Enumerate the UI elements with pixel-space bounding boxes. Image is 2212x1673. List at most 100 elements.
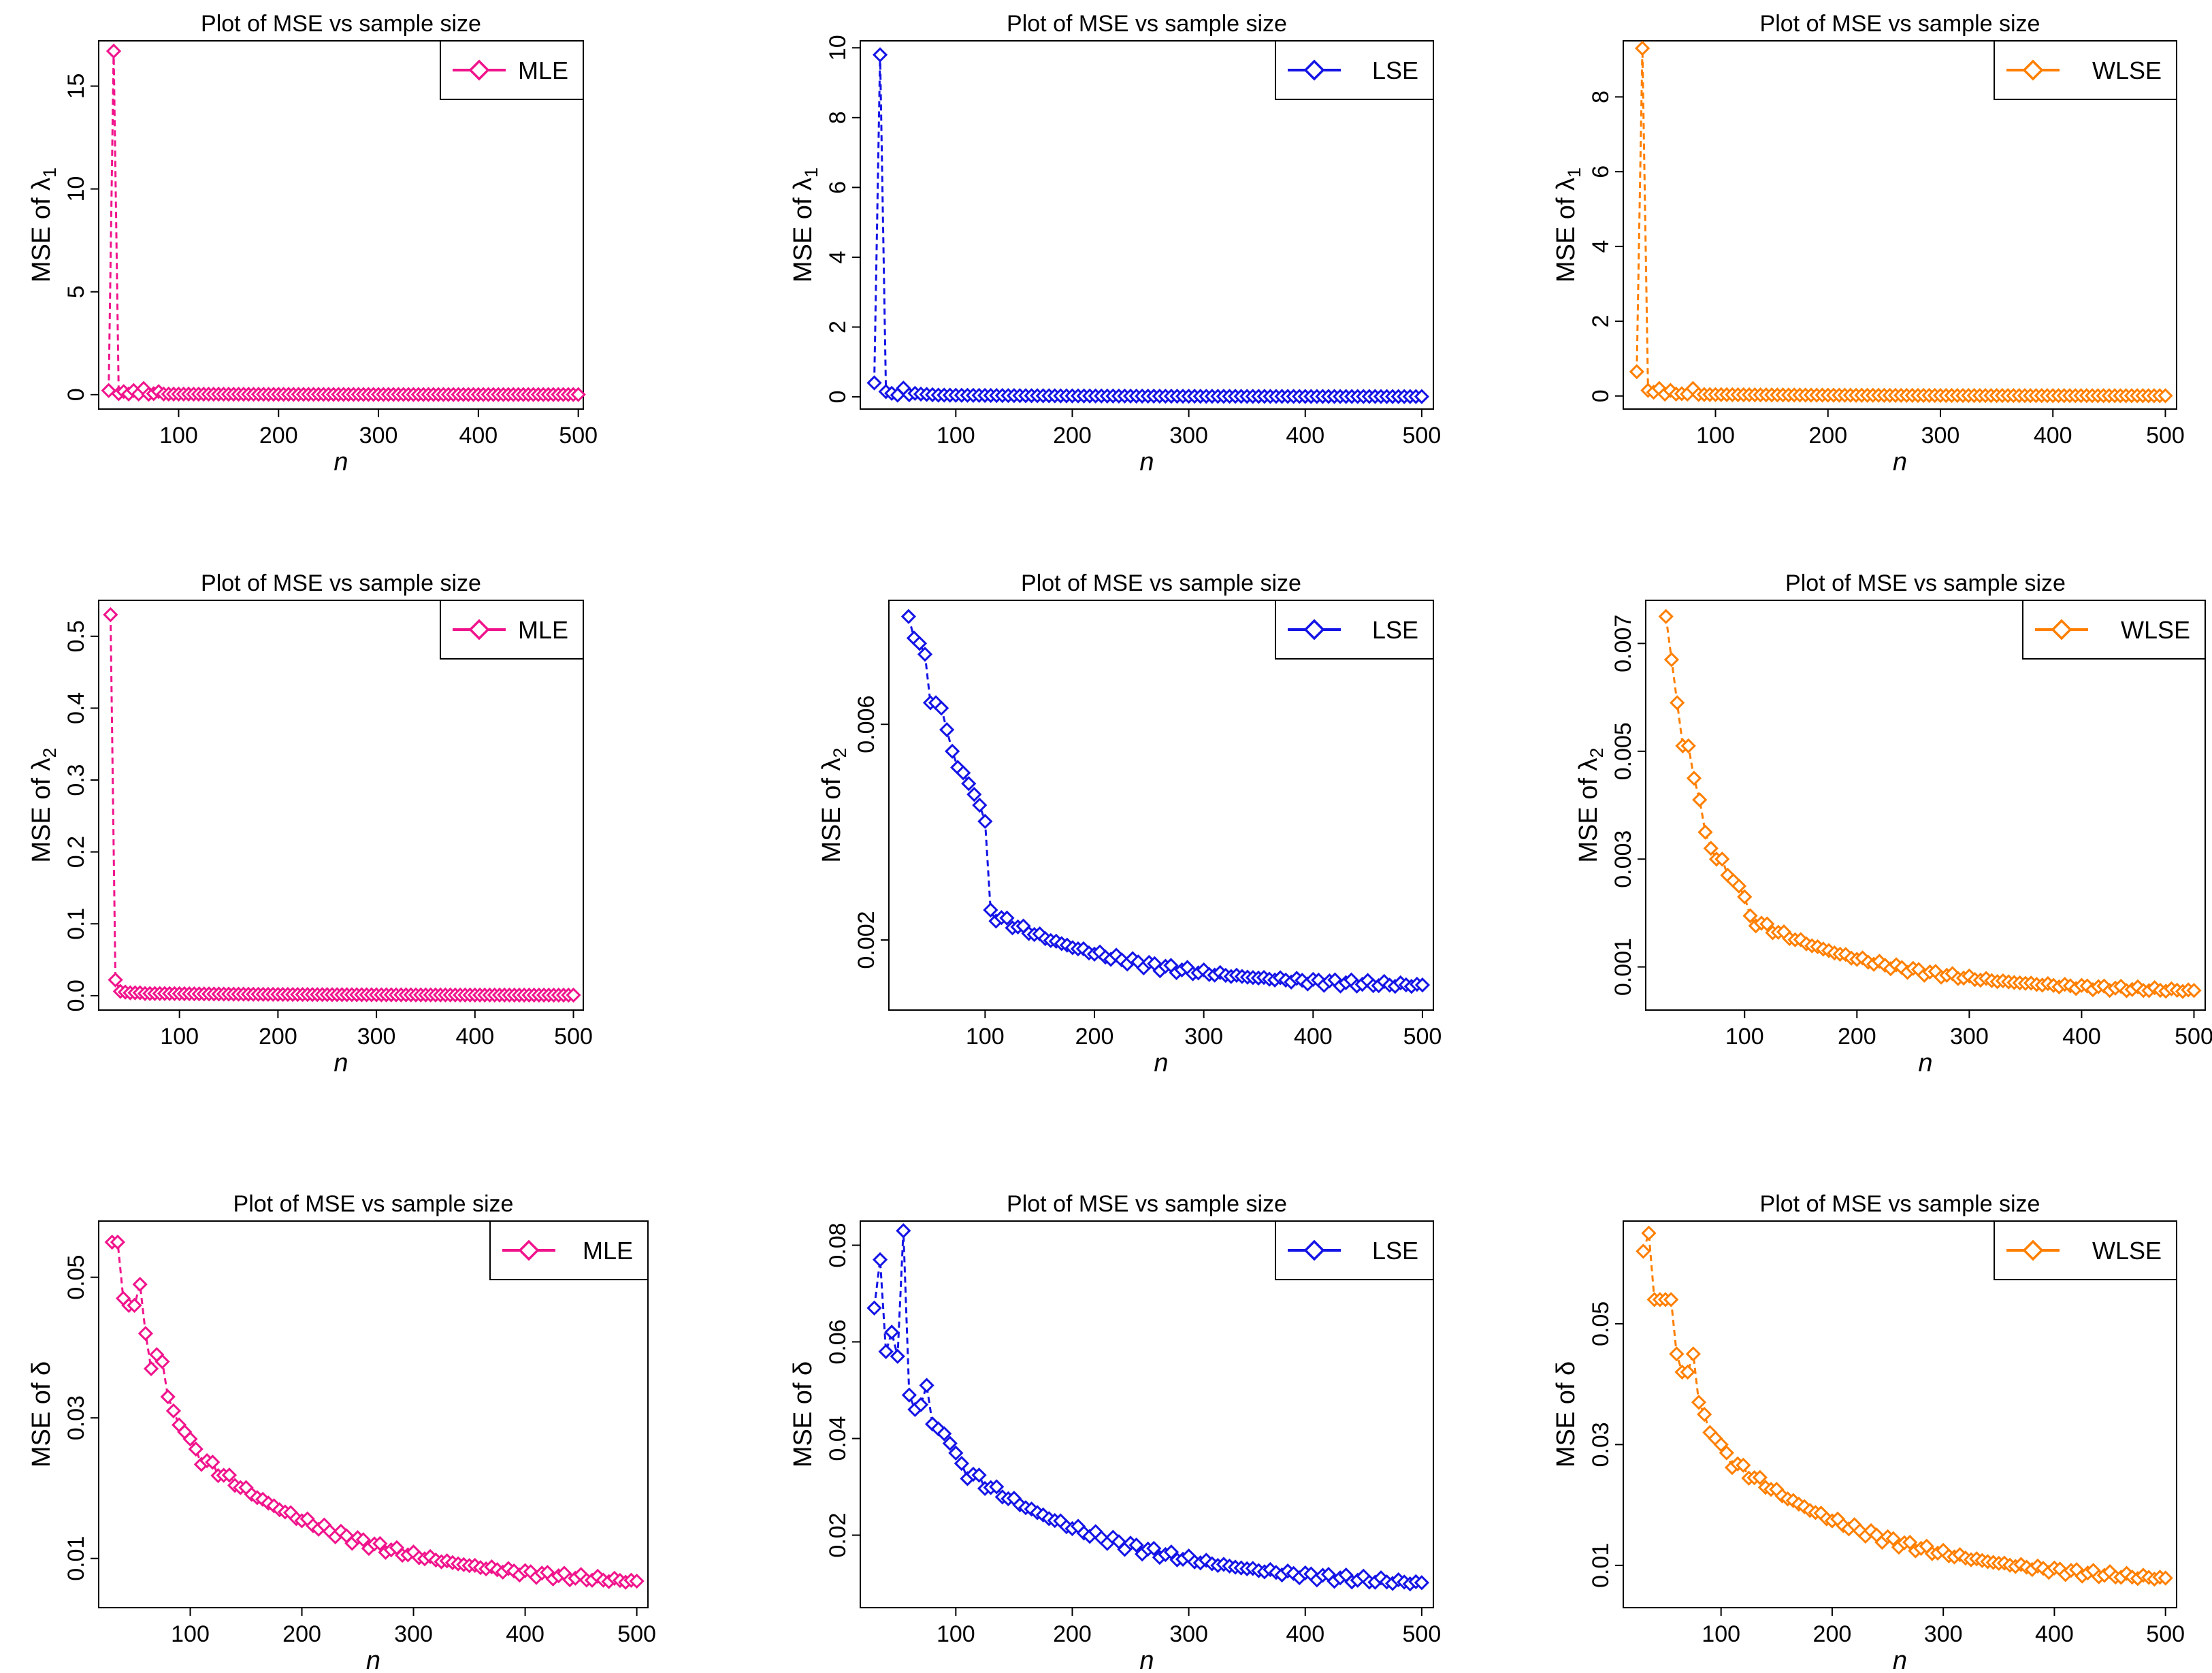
y-tick-label: 0.4	[63, 692, 89, 724]
x-tick-label: 300	[1921, 423, 1960, 449]
y-axis-label: MSE of λ2	[817, 747, 850, 862]
x-tick-label: 300	[1950, 1024, 1989, 1050]
legend-marker	[468, 59, 490, 81]
x-tick-label: 500	[2175, 1024, 2212, 1050]
x-tick-label: 200	[1053, 1621, 1092, 1647]
x-axis-label: n	[334, 448, 348, 476]
x-tick-label: 500	[554, 1024, 593, 1050]
y-tick-label: 8	[825, 111, 851, 124]
chart-panel-wlse-lambda2: Plot of MSE vs sample size 100 200 300 400 50…	[1474, 557, 2212, 1115]
legend-label: LSE	[1372, 616, 1418, 644]
data-point	[132, 1276, 148, 1293]
data-point	[1669, 1346, 1685, 1362]
y-axis-label: MSE of δ	[1552, 1361, 1580, 1467]
data-point	[956, 765, 971, 781]
y-tick-label: 4	[1588, 240, 1614, 253]
y-axis-label: MSE of λ1	[1552, 167, 1584, 282]
data-point	[2158, 388, 2173, 404]
data-point	[127, 1297, 142, 1314]
y-tick-label: 10	[825, 35, 851, 61]
data-point	[1641, 1225, 1657, 1241]
x-tick-label: 100	[171, 1621, 210, 1647]
data-point	[103, 607, 118, 623]
legend-label: WLSE	[2121, 616, 2190, 644]
x-tick-label: 100	[937, 1621, 975, 1647]
y-tick-label: 0.04	[825, 1416, 851, 1461]
series-line	[108, 51, 579, 396]
data-point	[188, 1441, 204, 1457]
y-tick-label: 0.05	[63, 1255, 89, 1300]
data-point	[977, 813, 993, 829]
x-tick-label: 200	[1075, 1024, 1114, 1050]
y-tick-label: 0.01	[1588, 1543, 1614, 1588]
plot-frame	[1623, 1220, 2177, 1608]
x-axis-label: n	[1918, 1049, 1932, 1077]
legend-marker	[1303, 619, 1325, 640]
y-tick-label: 0.05	[1588, 1301, 1614, 1346]
x-tick-label: 100	[1696, 423, 1735, 449]
data-point	[1670, 695, 1685, 711]
x-tick-label: 100	[966, 1024, 1005, 1050]
plot-frame	[98, 600, 584, 1011]
chart-svg: Plot of MSE vs sample size 100 200 300 400 50…	[27, 570, 593, 1077]
data-point	[1714, 851, 1730, 867]
legend-marker	[2022, 59, 2044, 81]
x-tick-label: 500	[1403, 1024, 1442, 1050]
data-point	[866, 375, 882, 391]
data-point	[105, 43, 122, 59]
y-tick-label: 0.007	[1610, 615, 1636, 672]
legend-marker	[1303, 1239, 1325, 1261]
legend-marker	[1303, 59, 1325, 81]
data-point	[1680, 738, 1696, 753]
y-tick-label: 10	[63, 176, 89, 202]
legend-label: LSE	[1372, 1237, 1418, 1265]
legend-marker	[518, 1239, 540, 1261]
legend-label: MLE	[518, 56, 568, 84]
data-point	[1713, 1437, 1729, 1452]
x-tick-label: 200	[1813, 1621, 1852, 1647]
data-point	[1731, 878, 1747, 894]
chart-title: Plot of MSE vs sample size	[1007, 11, 1287, 37]
plot-frame	[860, 1220, 1434, 1608]
data-point	[355, 1532, 371, 1548]
chart-svg: Plot of MSE vs sample size 100 200 300 400 50…	[817, 570, 1442, 1077]
chart-title: Plot of MSE vs sample size	[1760, 1191, 2040, 1217]
data-point	[945, 743, 960, 759]
x-tick-label: 300	[394, 1621, 433, 1647]
data-point	[954, 1455, 970, 1472]
data-point	[890, 1348, 905, 1364]
legend-marker	[2022, 1239, 2044, 1261]
data-point	[966, 787, 982, 802]
y-axis-label: MSE of λ2	[27, 747, 60, 862]
x-tick-label: 200	[1808, 423, 1847, 449]
y-tick-label: 0.03	[63, 1395, 89, 1440]
y-tick-label: 0.001	[1610, 938, 1636, 996]
chart-title: Plot of MSE vs sample size	[1007, 1191, 1287, 1217]
data-point	[961, 776, 977, 792]
x-tick-label: 100	[1725, 1024, 1764, 1050]
y-tick-label: 0.06	[825, 1319, 851, 1364]
data-point	[137, 1326, 154, 1342]
legend-marker	[2051, 619, 2072, 640]
data-point	[913, 1397, 929, 1412]
chart-panel-wlse-delta: Plot of MSE vs sample size 100 200 300 400 50…	[1474, 1115, 2211, 1673]
series-line	[873, 1231, 1422, 1585]
data-point	[1636, 1244, 1651, 1259]
plot-frame	[1623, 40, 2177, 410]
chart-panel-mle-lambda1: Plot of MSE vs sample size 100 200 300 400 50…	[0, 0, 737, 557]
x-axis-label: n	[334, 1049, 348, 1077]
y-tick-label: 0.3	[63, 764, 89, 796]
data-point	[165, 1403, 182, 1418]
y-tick-label: 2	[825, 321, 851, 334]
data-point	[878, 1344, 894, 1359]
data-point	[1663, 652, 1680, 668]
x-tick-label: 200	[1838, 1024, 1876, 1050]
chart-title: Plot of MSE vs sample size	[201, 570, 481, 596]
data-point	[1692, 792, 1708, 808]
data-point	[1680, 1364, 1695, 1380]
data-point	[143, 1361, 159, 1376]
legend-label: WLSE	[2092, 1237, 2162, 1265]
data-point	[919, 1378, 934, 1393]
series-line	[1636, 48, 2166, 397]
data-point	[983, 902, 998, 918]
